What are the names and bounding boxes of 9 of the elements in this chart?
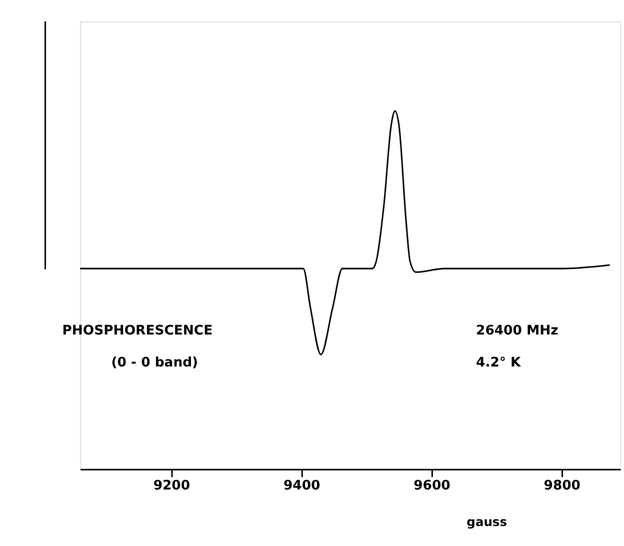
x-tick-label: 9400 [283, 478, 320, 494]
x-tick-label: 9200 [153, 478, 190, 494]
x-tick-label: 9600 [414, 478, 450, 494]
x-axis-title: gauss [466, 515, 508, 530]
annotation: 4.2° K [476, 355, 522, 370]
annotation: (0 - 0 band) [111, 355, 198, 370]
annotation: PHOSPHORESCENCE [62, 323, 213, 338]
annotation: 26400 MHz [476, 323, 559, 338]
x-tick-label: 9800 [544, 478, 580, 494]
